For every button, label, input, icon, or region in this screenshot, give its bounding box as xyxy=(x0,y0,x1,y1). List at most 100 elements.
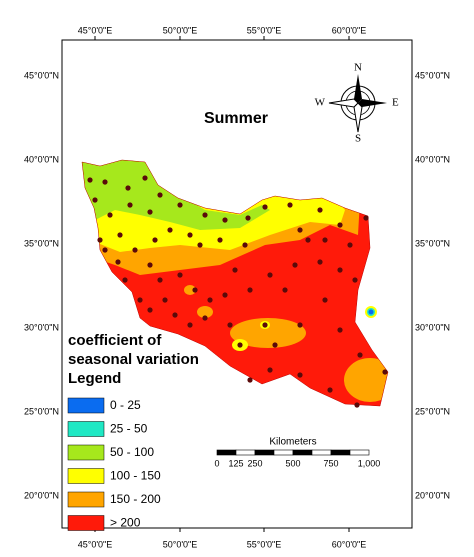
station xyxy=(132,247,138,253)
legend-label: 50 - 100 xyxy=(110,445,154,459)
station xyxy=(327,387,333,393)
station xyxy=(115,259,121,265)
station xyxy=(162,297,168,303)
station xyxy=(262,322,268,328)
station xyxy=(292,262,298,268)
station xyxy=(147,209,153,215)
station xyxy=(317,207,323,213)
station xyxy=(232,267,238,273)
station xyxy=(172,312,178,318)
legend-swatch xyxy=(67,491,105,508)
station xyxy=(245,215,251,221)
legend-label: 100 - 150 xyxy=(110,469,161,483)
latitude-label: 25°0'0"N xyxy=(415,406,450,416)
station xyxy=(125,185,131,191)
compass-n: N xyxy=(354,62,362,74)
scale-tick-label: 500 xyxy=(285,458,300,468)
latitude-label: 30°0'0"N xyxy=(24,322,59,332)
legend: 0 - 25 25 - 50 50 - 100 100 - 150 150 - 200 >… xyxy=(67,397,161,531)
longitude-label: 45°0'0"E xyxy=(78,25,113,35)
north-arrow: N E S W xyxy=(315,62,399,145)
legend-label: > 200 xyxy=(110,516,141,530)
longitude-label: 55°0'0"E xyxy=(247,539,282,549)
station xyxy=(297,322,303,328)
station xyxy=(177,272,183,278)
station xyxy=(305,237,311,243)
legend-swatch xyxy=(67,421,105,437)
longitude-label: 50°0'0"E xyxy=(163,539,198,549)
station xyxy=(317,259,323,265)
legend-label: 0 - 25 xyxy=(110,398,141,412)
station xyxy=(262,204,268,210)
station xyxy=(127,202,133,208)
longitude-label: 60°0'0"E xyxy=(332,25,367,35)
scale-tick-label: 1,000 xyxy=(358,458,381,468)
legend-swatch xyxy=(67,397,105,414)
station xyxy=(102,247,108,253)
station xyxy=(247,287,253,293)
legend-heading: seasonal variation xyxy=(68,351,199,368)
scale-bar: Kilometers 0 125 250 500 750 1,000 xyxy=(214,437,380,469)
station xyxy=(92,197,98,203)
latitude-label: 45°0'0"N xyxy=(24,70,59,80)
latitude-label: 30°0'0"N xyxy=(415,322,450,332)
station xyxy=(217,237,223,243)
legend-label: 150 - 200 xyxy=(110,492,161,506)
station xyxy=(242,242,248,248)
compass-e: E xyxy=(392,97,399,109)
scale-segment xyxy=(349,449,370,456)
station xyxy=(227,322,233,328)
station xyxy=(337,267,343,273)
station xyxy=(197,242,203,248)
station xyxy=(207,297,213,303)
scale-segment xyxy=(330,449,351,456)
station xyxy=(192,287,198,293)
stations xyxy=(87,175,388,408)
scale-tick-label: 125 xyxy=(228,458,243,468)
legend-label: 25 - 50 xyxy=(110,422,148,436)
station xyxy=(147,262,153,268)
longitude-label: 60°0'0"E xyxy=(332,539,367,549)
station xyxy=(202,212,208,218)
station xyxy=(247,377,253,383)
station xyxy=(337,327,343,333)
legend-heading: coefficient of xyxy=(68,332,162,349)
station xyxy=(382,369,388,375)
station xyxy=(187,232,193,238)
scale-segment xyxy=(254,449,275,456)
scale-segment xyxy=(311,449,332,456)
latitude-label: 25°0'0"N xyxy=(24,406,59,416)
hotspot xyxy=(368,309,374,315)
station xyxy=(157,277,163,283)
scale-segment xyxy=(292,449,313,456)
station xyxy=(337,222,343,228)
scale-tick-label: 0 xyxy=(214,458,219,468)
scale-title: Kilometers xyxy=(269,437,316,448)
station xyxy=(107,212,113,218)
graticule-labels: 45°0'0"E 45°0'0"E 50°0'0"E 50°0'0"E 55°0'0"E… xyxy=(24,25,450,549)
station xyxy=(122,277,128,283)
station xyxy=(157,192,163,198)
latitude-label: 35°0'0"N xyxy=(24,238,59,248)
scale-segment xyxy=(216,449,237,456)
station xyxy=(287,202,293,208)
station xyxy=(322,297,328,303)
latitude-label: 45°0'0"N xyxy=(415,70,450,80)
station xyxy=(97,237,103,243)
legend-swatch xyxy=(67,444,105,461)
station xyxy=(222,217,228,223)
station xyxy=(267,367,273,373)
station xyxy=(347,242,353,248)
map-title: Summer xyxy=(204,110,268,127)
station xyxy=(322,237,328,243)
compass-s: S xyxy=(355,133,361,145)
station xyxy=(272,342,278,348)
scale-segment xyxy=(235,449,256,456)
station xyxy=(297,372,303,378)
latitude-label: 40°0'0"N xyxy=(24,154,59,164)
longitude-label: 50°0'0"E xyxy=(163,25,198,35)
latitude-label: 20°0'0"N xyxy=(415,490,450,500)
country-outline xyxy=(81,159,389,407)
